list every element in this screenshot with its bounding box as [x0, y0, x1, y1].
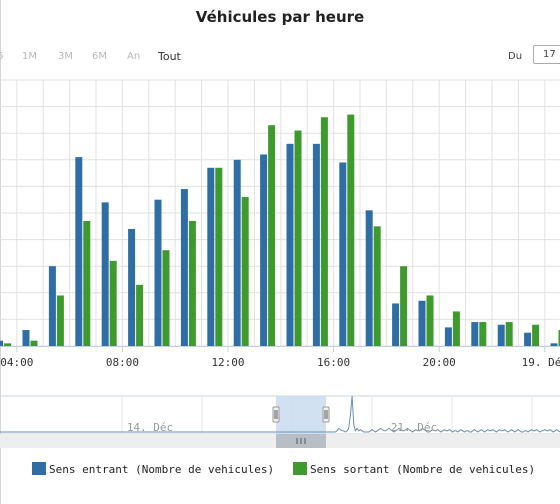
- bar-sortant: [505, 322, 513, 346]
- bar-entrant: [392, 303, 400, 346]
- bar-sortant: [241, 197, 249, 346]
- range-button-an[interactable]: An: [127, 51, 141, 62]
- from-date-input[interactable]: 17: [533, 45, 560, 64]
- x-tick-label: 16:00: [317, 356, 350, 369]
- x-axis: 04:00 08:00 12:00 16:00 20:00 19. Déc: [0, 346, 560, 369]
- bar-entrant: [550, 343, 558, 346]
- bar-sortant: [558, 330, 560, 346]
- bar-sortant: [347, 114, 355, 346]
- legend-label-sortant: Sens sortant (Nombre de vehicules): [310, 463, 536, 476]
- navigator[interactable]: 14. Déc 21. Déc: [0, 395, 560, 448]
- x-tick-label: 19. Déc: [522, 356, 560, 369]
- bar-entrant: [260, 154, 268, 346]
- bar-sortant: [426, 295, 434, 346]
- bar-entrant: [444, 327, 452, 346]
- bar-sortant: [83, 220, 91, 346]
- x-tick-label: 20:00: [423, 356, 456, 369]
- bar-sortant: [268, 125, 276, 346]
- bar-entrant: [418, 300, 426, 346]
- legend-swatch-sortant: [293, 462, 307, 475]
- bar-sortant: [4, 343, 12, 346]
- bar-sortant: [30, 340, 38, 346]
- navigator-date-label: 21. Déc: [391, 421, 437, 434]
- legend-item-entrant[interactable]: Sens entrant (Nombre de vehicules): [32, 462, 274, 476]
- bar-entrant: [207, 167, 215, 346]
- bar-sortant: [320, 117, 328, 347]
- bar-sortant: [479, 322, 487, 346]
- grid-lines: [0, 79, 560, 347]
- bar-entrant: [48, 266, 56, 346]
- chart-title: Véhicules par heure: [195, 8, 365, 26]
- navigator-series: [0, 395, 560, 433]
- range-button-tout[interactable]: Tout: [158, 50, 181, 63]
- bar-entrant: [524, 332, 532, 346]
- bar-sortant: [136, 284, 144, 346]
- bar-entrant: [180, 189, 188, 346]
- bar-sortant: [294, 130, 302, 346]
- bar-entrant: [154, 199, 162, 346]
- bar-entrant: [233, 159, 241, 346]
- legend-label-entrant: Sens entrant (Nombre de vehicules): [49, 463, 275, 476]
- bar-sortant: [400, 266, 408, 346]
- legend-item-sortant[interactable]: Sens sortant (Nombre de vehicules): [293, 462, 535, 476]
- navigator-handle: [322, 406, 330, 423]
- range-button-6m[interactable]: 6M: [92, 51, 107, 62]
- bar-sortant: [188, 220, 196, 346]
- legend-swatch-entrant: [32, 462, 46, 475]
- bar-sortant: [373, 226, 381, 346]
- range-button-1m[interactable]: 1M: [22, 51, 37, 62]
- bar-entrant: [128, 228, 136, 346]
- bar-sortant: [532, 324, 540, 346]
- bar-entrant: [339, 162, 347, 346]
- bar-entrant: [497, 324, 505, 346]
- bar-entrant: [312, 143, 320, 346]
- bar-entrant: [471, 322, 479, 346]
- range-button-6[interactable]: 6: [0, 51, 4, 62]
- bar-sortant: [109, 260, 117, 346]
- bar-sortant: [162, 250, 170, 346]
- navigator-date-label: 14. Déc: [127, 421, 173, 434]
- from-date-label: Du: [508, 51, 523, 62]
- x-tick-label: 04:00: [0, 356, 33, 369]
- bar-sortant: [452, 311, 460, 346]
- bar-entrant: [75, 157, 83, 346]
- bar-entrant: [286, 143, 294, 346]
- bar-sortant: [215, 167, 223, 346]
- x-tick-label: 08:00: [106, 356, 139, 369]
- navigator-handle: [272, 406, 280, 423]
- bar-sortant: [56, 295, 64, 346]
- range-button-3m[interactable]: 3M: [58, 51, 73, 62]
- bars: [0, 114, 560, 347]
- bar-entrant: [22, 330, 30, 346]
- bar-entrant: [365, 210, 373, 346]
- bar-entrant: [0, 340, 4, 346]
- x-tick-label: 12:00: [211, 356, 244, 369]
- bar-entrant: [101, 202, 109, 346]
